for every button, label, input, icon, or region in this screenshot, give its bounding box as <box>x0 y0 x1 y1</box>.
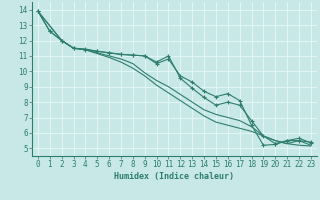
X-axis label: Humidex (Indice chaleur): Humidex (Indice chaleur) <box>115 172 234 181</box>
